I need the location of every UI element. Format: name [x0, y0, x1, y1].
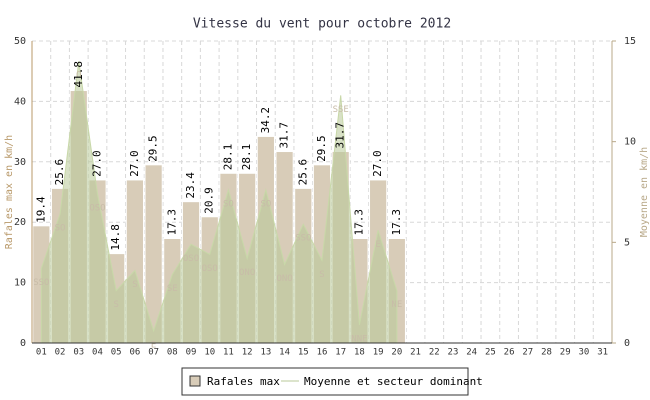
x-tick-label: 16 — [317, 348, 328, 358]
value-label: 17.3 — [165, 209, 178, 236]
value-label: 17.3 — [352, 209, 365, 236]
x-tick-label: 09 — [186, 348, 197, 358]
x-tick-label: 13 — [260, 348, 271, 358]
x-tick-label: 12 — [242, 348, 253, 358]
y-axis-label: Rafales max en km/h — [4, 135, 15, 249]
direction-label: SO — [55, 224, 66, 234]
x-tick-label: 28 — [541, 348, 552, 358]
legend-box — [181, 367, 469, 396]
y2-tick-label: 10 — [624, 137, 636, 148]
direction-label: E — [151, 340, 156, 350]
x-tick-label: 06 — [129, 348, 140, 358]
direction-label: NE — [391, 300, 402, 310]
value-label: 41.8 — [72, 61, 85, 88]
direction-label: O — [76, 71, 81, 81]
direction-label: NNE — [351, 334, 367, 344]
x-tick-label: 27 — [522, 348, 533, 358]
x-tick-label: 25 — [485, 348, 496, 358]
x-tick-label: 07 — [148, 348, 159, 358]
x-tick-label: 03 — [73, 348, 84, 358]
direction-label: S — [319, 270, 324, 280]
y-tick-label: 20 — [14, 217, 26, 228]
direction-label: ONO — [239, 268, 255, 278]
value-label: 34.2 — [259, 107, 272, 134]
direction-label: SO — [260, 199, 271, 209]
x-tick-label: 02 — [55, 348, 66, 358]
y-tick-label: 50 — [14, 36, 26, 47]
direction-label: E — [375, 240, 380, 250]
value-label: 27.0 — [90, 150, 103, 177]
value-label: 29.5 — [315, 135, 328, 162]
x-tick-label: 20 — [391, 348, 402, 358]
value-label: 31.7 — [334, 122, 347, 149]
y-tick-label: 30 — [14, 157, 26, 168]
value-label: 17.3 — [390, 209, 403, 236]
x-tick-label: 21 — [410, 348, 421, 358]
direction-label: OSO — [89, 204, 105, 214]
x-tick-label: 31 — [597, 348, 608, 358]
x-tick-label: 17 — [335, 348, 346, 358]
value-label: 27.0 — [371, 150, 384, 177]
x-tick-label: 05 — [111, 348, 122, 358]
mean-area — [40, 61, 398, 344]
x-tick-label: 14 — [279, 348, 290, 358]
y2-tick-label: 0 — [624, 338, 630, 349]
x-tick-label: 30 — [579, 348, 590, 358]
value-label: 25.6 — [296, 159, 309, 186]
direction-label: OSO — [183, 254, 199, 264]
y2-tick-label: 5 — [624, 237, 630, 248]
y-tick-label: 40 — [14, 96, 26, 107]
x-tick-label: 04 — [92, 348, 103, 358]
direction-label: S — [132, 280, 137, 290]
direction-label: ONO — [276, 274, 292, 284]
x-tick-label: 19 — [373, 348, 384, 358]
direction-label: SSE — [333, 105, 349, 115]
y2-axis-label: Moyenne en km/h — [639, 147, 650, 237]
x-tick-label: 08 — [167, 348, 178, 358]
y-tick-label: 0 — [20, 338, 26, 349]
x-tick-label: 23 — [448, 348, 459, 358]
direction-label: SE — [167, 284, 178, 294]
value-label: 28.1 — [240, 144, 253, 171]
value-label: 29.5 — [147, 135, 160, 162]
chart-title: Vitesse du vent pour octobre 2012 — [193, 17, 451, 32]
legend-label: Moyenne et secteur dominant — [304, 375, 483, 388]
value-label: 23.4 — [184, 172, 197, 199]
x-tick-label: 10 — [204, 348, 215, 358]
legend-label: Rafales max — [207, 375, 280, 388]
direction-label: OSO — [202, 264, 218, 274]
x-tick-label: 24 — [466, 348, 477, 358]
y-tick-label: 10 — [14, 278, 26, 289]
value-label: 27.0 — [128, 150, 141, 177]
x-tick-label: 01 — [36, 348, 47, 358]
direction-label: S — [113, 300, 118, 310]
value-label: 28.1 — [221, 144, 234, 171]
direction-label: SSO — [33, 278, 49, 288]
value-label: 14.8 — [109, 224, 122, 251]
x-tick-label: 29 — [560, 348, 571, 358]
x-tick-label: 11 — [223, 348, 234, 358]
value-label: 31.7 — [278, 122, 291, 149]
x-tick-label: 15 — [298, 348, 309, 358]
direction-label: SSO — [295, 234, 311, 244]
x-tick-label: 18 — [354, 348, 365, 358]
x-tick-label: 22 — [429, 348, 440, 358]
value-label: 20.9 — [203, 187, 216, 214]
x-tick-label: 26 — [504, 348, 515, 358]
value-label: 19.4 — [34, 196, 47, 223]
direction-label: SO — [223, 199, 234, 209]
legend-swatch — [189, 375, 201, 387]
y2-tick-label: 15 — [624, 36, 636, 47]
value-label: 25.6 — [53, 159, 66, 186]
